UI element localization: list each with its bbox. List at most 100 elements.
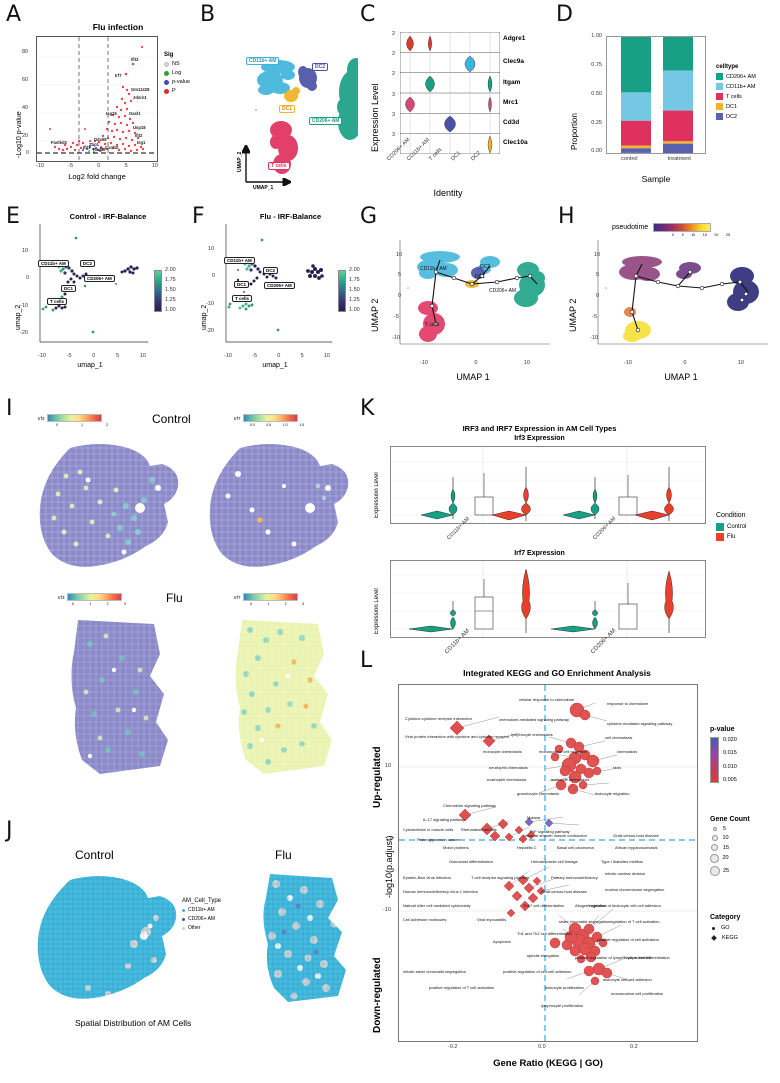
panel-d-legend-item-tcells[interactable]: T cells	[716, 93, 756, 100]
j-other-dot	[182, 926, 185, 930]
panel-i-c-irf7-t3: 1.5	[299, 423, 304, 427]
panel-d-legend-item-dc1[interactable]: DC1	[716, 103, 756, 110]
panel-d-legend-item-cd206[interactable]: CD206+ AM	[716, 73, 756, 80]
panel-e-cluster-dc1: DC1	[61, 285, 77, 292]
panel-i-flu-irf7-map	[235, 620, 332, 774]
panel-i-c-irf3-t1: 1	[81, 423, 83, 427]
count-5-dot	[713, 827, 717, 831]
panel-k-irf3-violins	[391, 447, 705, 523]
panel-h-ylabel: UMAP 2	[568, 298, 578, 332]
panel-d-legend-item-dc2[interactable]: DC2	[716, 113, 756, 120]
panel-c-ymax-1: 2	[392, 51, 396, 57]
irf3-control-colorbar-icon	[46, 414, 102, 422]
panel-h-ylabel-wrap: UMAP 2	[568, 247, 578, 332]
panel-l-legend-category: Category GO KEGG	[710, 914, 740, 941]
panel-l-pv-1: 0.015	[723, 750, 737, 757]
panel-l-ylabel-down: Down-regulated	[372, 957, 383, 1033]
panel-f-xtick-4: 10	[323, 353, 330, 359]
panel-i-flu-irf3-map	[71, 620, 168, 774]
panel-c-gene-4: Cd3d	[503, 119, 520, 127]
panel-e-xtick-2: 0	[92, 353, 96, 359]
panel-g-ytick-5: 5	[398, 272, 402, 278]
svg-text:Hematopoietic cell lineage: Hematopoietic cell lineage	[531, 859, 578, 864]
panel-e-cb-4: 1.00	[165, 307, 176, 313]
panel-k-legend-item-flu[interactable]: Flu	[716, 533, 746, 541]
panel-g-ytick-10: 10	[396, 252, 403, 258]
panel-l-count-4: 25	[723, 867, 730, 874]
panel-j-legend-item-other[interactable]: Other	[182, 925, 221, 931]
panel-l-ylabel-up-wrap: Up-regulated	[372, 698, 383, 808]
j-cd11b-dot	[182, 908, 185, 912]
svg-text:response to chemokine: response to chemokine	[607, 701, 649, 706]
svg-text:Ifit3: Ifit3	[131, 57, 139, 62]
panel-a-scatter: Ifit3 Irf7 Gm11428 Jdsrn1 Oasl1 Usp18 If…	[37, 37, 157, 161]
panel-g-xtick-2: 10	[523, 360, 530, 366]
svg-text:positive regulation of cell ac: positive regulation of cell activation	[597, 937, 659, 942]
panel-i-f-irf7-t2: 2	[284, 602, 287, 606]
kegg-shape-icon	[711, 935, 717, 941]
panel-g-ylabel-wrap: UMAP 2	[370, 247, 380, 332]
svg-text:DC2: DC2	[480, 264, 490, 270]
svg-text:Th17 cell differentiation: Th17 cell differentiation	[523, 903, 564, 908]
panel-k-ylabel2-wrap: Expression Level	[374, 572, 380, 634]
panel-a-legend-item-log[interactable]: Log	[164, 70, 190, 76]
panel-d-legend-label-cd206: CD206+ AM	[726, 73, 756, 80]
panel-g-xtick-0: -10	[420, 360, 428, 366]
panel-e-ytick-m20: -20	[20, 330, 28, 336]
panel-j-legend-item-cd11b[interactable]: CD11b+ AM	[182, 907, 221, 913]
dc1-color-swatch	[716, 103, 723, 110]
panel-f-colorbar	[338, 270, 346, 312]
svg-text:Isg1: Isg1	[137, 140, 146, 145]
panel-j-legend-item-cd206[interactable]: CD206+ AM	[182, 916, 221, 922]
panel-a-legend-item-ns[interactable]: NS	[164, 61, 190, 67]
panel-k-main-title: IRF3 and IRF7 Expression in AM Cell Type…	[462, 424, 617, 433]
panel-k-legend-item-control[interactable]: Control	[716, 523, 746, 531]
svg-text:Osteoclast differentiation: Osteoclast differentiation	[449, 859, 493, 864]
svg-text:positive regulation of cell-ce: positive regulation of cell-cell adhesio…	[503, 969, 571, 974]
panel-h-ytick-m10: -10	[590, 335, 598, 341]
panel-l-ytick-m10: -10	[383, 907, 391, 913]
panel-l-xtick-0: -0.2	[448, 1044, 458, 1050]
panel-a-legend-item-p[interactable]: P	[164, 88, 190, 94]
panel-d-legend-item-cd11b[interactable]: CD11b+ AM	[716, 83, 756, 90]
panel-d-bars	[621, 37, 693, 153]
panel-e-title: Control - IRF-Balance	[69, 212, 147, 221]
panel-i-f-irf3-t3: 3	[123, 602, 126, 606]
panel-a-legend-label-pvalue: p-value	[172, 79, 191, 85]
panel-c-violins	[400, 32, 500, 154]
panel-l-legend-pvalue-title: p-value	[710, 726, 735, 733]
svg-text:Viral myocarditis: Viral myocarditis	[477, 917, 506, 922]
panel-e-xtick-4: 10	[139, 353, 146, 359]
panel-g: UMAP 2	[368, 222, 558, 397]
panel-l-ylabel-wrap: -log10(p.adjust)	[384, 788, 394, 898]
j-cd206-dot	[182, 917, 185, 921]
panel-j-legend: AM_Cell_Type CD11b+ AM CD206+ AM Other	[182, 898, 221, 931]
panel-c-ymax-0: 2	[392, 31, 396, 37]
panel-a-legend-label-p: P	[172, 88, 176, 94]
panel-a-legend: Sig NS Log p-value P	[164, 52, 190, 94]
panel-g-ytick-0: 0	[398, 293, 402, 299]
panel-e-cluster-cd11b: CD11b+ AM	[38, 260, 69, 267]
cd206-color-swatch	[716, 73, 723, 80]
panel-a-xlabel: Log2 fold change	[68, 172, 126, 181]
svg-text:Apoptosis: Apoptosis	[493, 939, 511, 944]
panel-label-b: B	[200, 2, 216, 27]
panel-e-scatter	[39, 224, 148, 343]
panel-e-cluster-cd206: CD206+ AM	[84, 275, 115, 282]
panel-d-legend: celltype CD206+ AM CD11b+ AM T cells DC1…	[716, 64, 756, 120]
dc2-color-swatch	[716, 113, 723, 120]
panel-k-irf7-plot	[390, 560, 706, 638]
svg-text:Vascular smooth muscle contrac: Vascular smooth muscle contraction	[523, 833, 587, 838]
svg-text:Rheumatoid arthritis: Rheumatoid arthritis	[461, 827, 497, 832]
panel-a-legend-label-ns: NS	[172, 61, 180, 67]
svg-text:Human immunodeficiency virus 1: Human immunodeficiency virus 1 infection	[403, 889, 478, 894]
panel-label-k: K	[360, 396, 375, 421]
panel-d-ytick-100: 1.00	[591, 33, 602, 39]
panel-a-legend-item-pvalue[interactable]: p-value	[164, 79, 190, 85]
panel-l-ylabel: -log10(p.adjust)	[384, 835, 394, 898]
panel-c-gene-2: Itgam	[503, 78, 521, 86]
panel-j-title-flu: Flu	[275, 848, 292, 862]
panel-i-control-irf7-map	[209, 444, 349, 567]
panel-f-ytick-m20: -20	[206, 328, 214, 334]
svg-text:spindle elongation: spindle elongation	[527, 953, 559, 958]
